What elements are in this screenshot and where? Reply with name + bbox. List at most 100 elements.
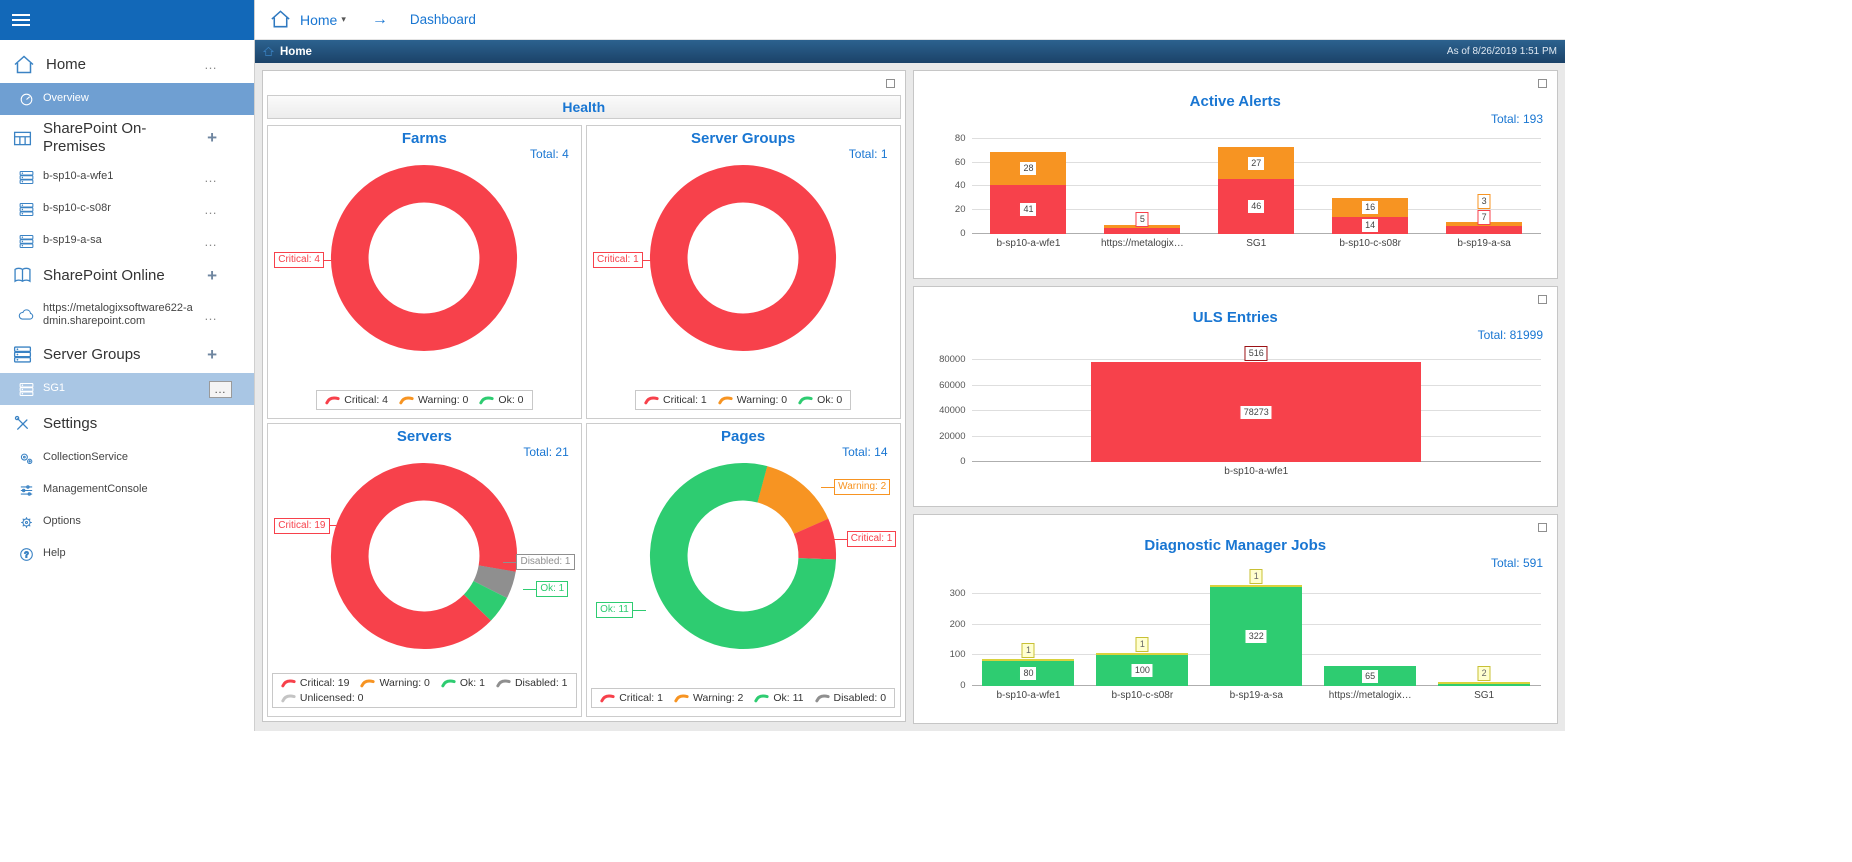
more-options-button[interactable]: … [204,169,218,185]
chart-total: Total: 4 [530,147,569,161]
sidebar-item-sg1[interactable]: SG1 … [0,373,254,405]
sidebar-item-server-groups[interactable]: Server Groups + [0,336,254,373]
sliders-icon [18,482,35,499]
legend-item: Disabled: 0 [814,692,886,704]
more-options-button[interactable]: … [204,201,218,217]
y-tick-label: 200 [949,618,966,630]
donut-segment-ok[interactable] [330,462,518,650]
donut-segment-ok[interactable] [650,462,837,650]
chevron-down-icon[interactable]: ▾ [341,14,346,24]
y-tick-label: 60 [954,156,966,168]
sidebar-item-sharepoint-online-tenant[interactable]: https://metalogixsoftware622-admin.share… [0,294,254,336]
bar-b-sp19-a-sa[interactable]: 322 1 [1210,569,1303,686]
bar-https://metalogix…[interactable]: 65 [1324,666,1417,686]
sidebar-item-sharepoint-online[interactable]: SharePoint Online + [0,257,254,294]
bar-top-label: 1 [1135,637,1149,653]
sidebar-item-b-sp10-a-wfe1[interactable]: b-sp10-a-wfe1 … [0,161,254,193]
x-category-label: b-sp10-a-wfe1 [996,238,1061,249]
donut-chart [331,164,518,352]
pages-card: Pages Total: 14 Warning: 2 Critical: 1 Ok:… [585,423,901,717]
bars-row: 80 1 100 1 322 1 65 2 [972,569,1542,686]
bar-segment[interactable] [1438,683,1531,686]
y-tick-label: 40 [954,180,966,192]
donut-callout-label: Warning: 2 [821,479,891,496]
bar-plot: 0 100 200 300 80 1 100 1 322 1 65 2 [950,569,1542,691]
donut-segment-critical[interactable] [331,164,518,352]
bar-b-sp10-a-wfe1[interactable]: 80 1 [982,643,1075,686]
bar-value-label: 80 [1019,666,1038,682]
sidebar-item-overview[interactable]: Overview [0,83,254,115]
bar-b-sp10-a-wfe1[interactable]: 78273 516 [1091,345,1422,462]
bar-b-sp10-c-s08r[interactable]: 14 16 [1332,198,1409,234]
diagnostic-manager-jobs-chart: 0 100 200 300 80 1 100 1 322 1 65 2 b-sp10-a-wfe1 b-s… [926,569,1542,701]
more-options-button[interactable]: … [209,380,232,398]
bar-segment[interactable] [1091,361,1422,363]
chart-title: Server Groups [691,130,796,147]
chart-total: Total: 14 [842,445,888,459]
bar-cap [1096,653,1189,656]
maximize-icon[interactable] [1538,79,1547,88]
x-category-label: SG1 [1246,238,1267,249]
more-options-button[interactable]: … [204,233,218,249]
x-axis-labels: b-sp10-a-wfe1 [972,466,1542,477]
legend-swatch-icon [718,396,733,405]
sidebar-item-label: SG1 [43,382,66,395]
bar-cap [1438,681,1531,684]
donut-callout-label: Critical: 1 [593,252,656,269]
x-axis-labels: b-sp10-a-wfe1 b-sp10-c-s08r b-sp19-a-sa htt… [972,690,1542,701]
sidebar-item-label: Home [46,55,87,73]
menu-icon[interactable] [12,11,30,29]
health-cards: Farms Total: 4 Critical: 4 Critical: 4 Wa… [263,121,905,721]
chart-title: Farms [401,130,447,147]
sidebar-item-b-sp19-a-sa[interactable]: b-sp19-a-sa … [0,225,254,257]
chart-total: Total: 591 [1490,556,1543,570]
add-button[interactable]: + [207,265,218,285]
add-button[interactable]: + [207,128,218,147]
maximize-icon[interactable] [885,79,895,88]
farms-donut-chart: Critical: 4 [268,164,581,356]
breadcrumb-home[interactable]: Home [300,11,338,28]
servers-donut-chart: Critical: 19 Disabled: 1 Ok: 1 [268,462,581,654]
sidebar: Home … Overview SharePoint On-Premises +… [0,0,255,731]
donut-callout-label: Disabled: 1 [503,554,575,571]
chart-title: ULS Entries [1192,309,1278,326]
legend-swatch-icon [281,694,296,703]
more-options-button[interactable]: … [204,307,218,323]
sidebar-item-help[interactable]: ? Help [0,538,254,570]
chart-title: Pages [721,428,766,445]
sidebar-item-collectionservice[interactable]: CollectionService [0,442,254,474]
sidebar-item-managementconsole[interactable]: ManagementConsole [0,474,254,506]
bar-b-sp10-a-wfe1[interactable]: 41 28 [990,151,1067,234]
bar-SG1[interactable]: 2 [1438,665,1531,686]
maximize-icon[interactable] [1538,295,1547,304]
server-group-icon [12,344,33,365]
donut-callout-label: Ok: 11 [596,602,646,619]
sidebar-item-options[interactable]: Options [0,506,254,538]
sidebar-item-home[interactable]: Home … [0,46,254,83]
x-category-label: https://metalogix… [1100,238,1184,249]
bar-https://metalogix…[interactable]: 5 [1104,212,1181,234]
donut-segment-critical[interactable] [650,164,837,352]
more-options-button[interactable]: … [204,57,218,72]
sidebar-item-label: b-sp19-a-sa [43,234,102,247]
legend-label: Disabled: 1 [514,677,568,689]
sidebar-item-settings[interactable]: Settings [0,405,254,442]
legend-item: Critical: 19 [281,677,349,689]
donut-segment-critical[interactable] [330,462,518,650]
sidebar-item-b-sp10-c-s08r[interactable]: b-sp10-c-s08r … [0,193,254,225]
maximize-icon[interactable] [1538,523,1547,532]
breadcrumb-page[interactable]: Dashboard [409,12,476,27]
home-icon[interactable] [269,8,292,31]
add-button[interactable]: + [207,344,218,364]
farms-card: Farms Total: 4 Critical: 4 Critical: 4 Wa… [267,125,582,419]
sidebar-item-sharepoint-on-premises[interactable]: SharePoint On-Premises + [0,115,254,161]
sidebar-item-label: CollectionService [43,451,128,464]
gridline [971,137,1541,139]
bar-segment[interactable] [1104,228,1181,234]
bar-b-sp10-c-s08r[interactable]: 100 1 [1096,637,1189,686]
bar-value-label: 65 [1361,668,1380,684]
bar-segment[interactable] [1446,225,1523,234]
bar-SG1[interactable]: 46 27 [1218,147,1295,234]
legend-item: Critical: 4 [325,394,388,406]
